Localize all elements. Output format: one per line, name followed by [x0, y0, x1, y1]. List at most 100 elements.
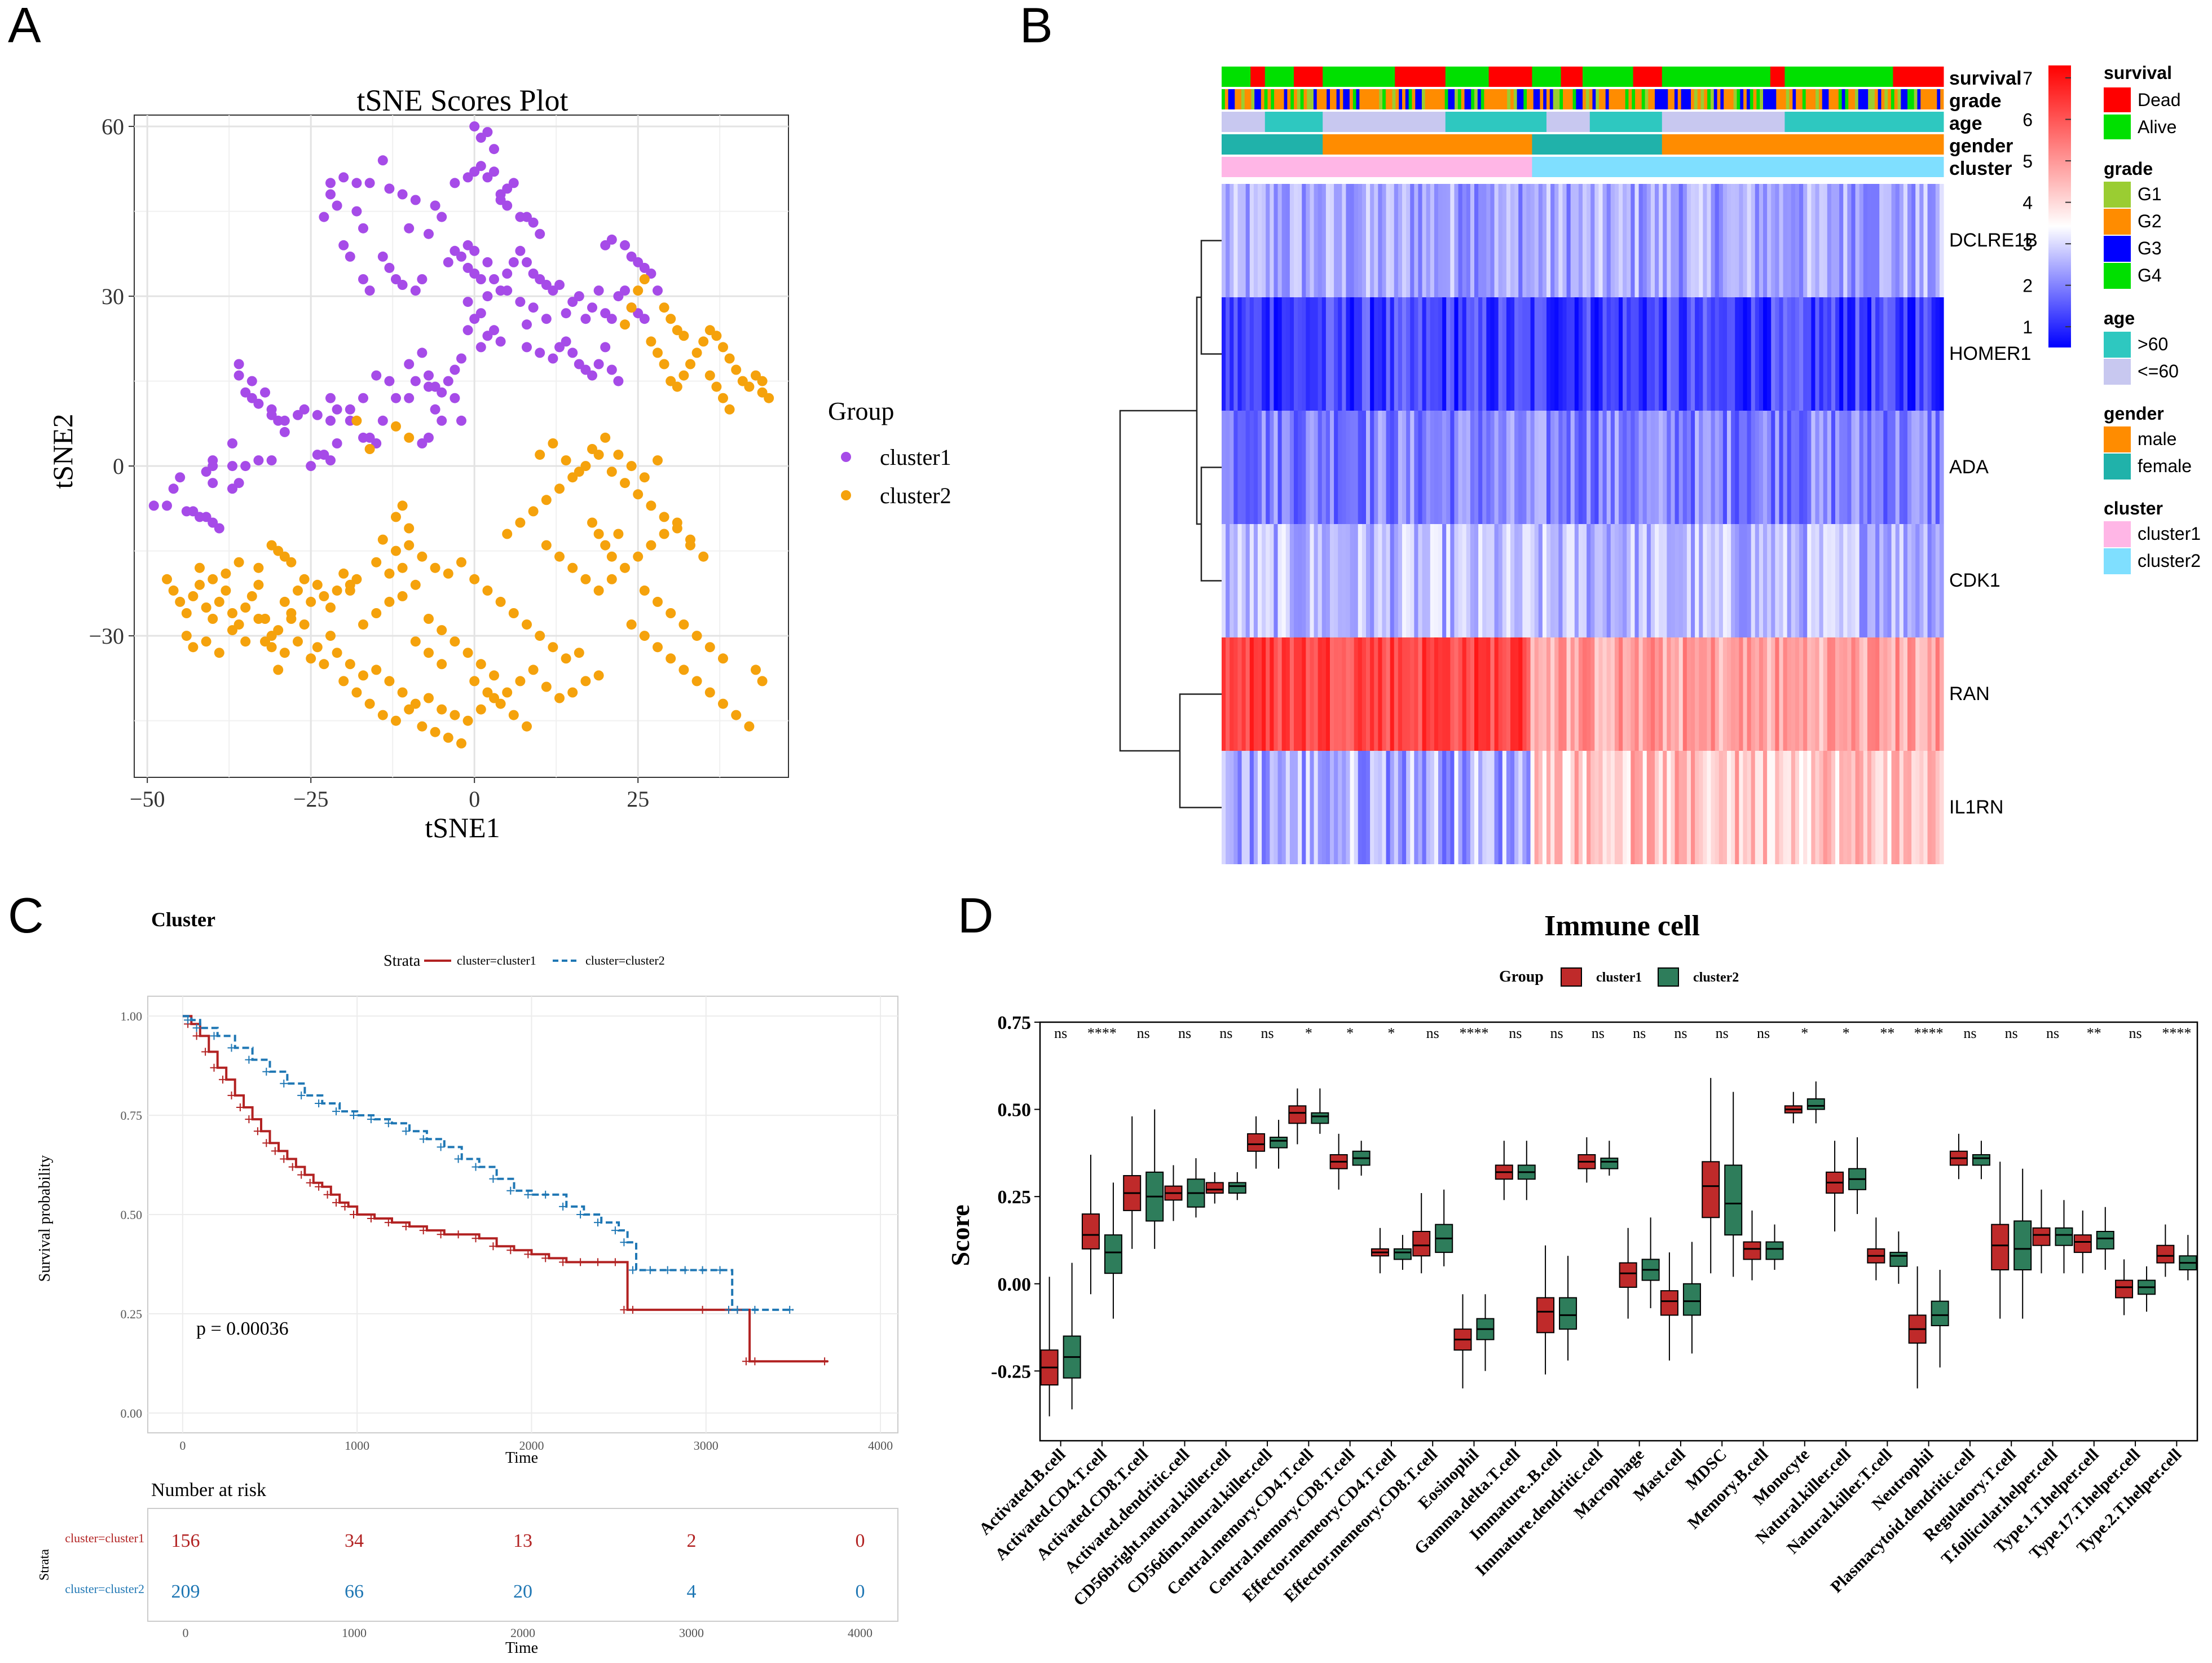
heat-cell-r0-c35: [1361, 184, 1367, 297]
heat-cell-r0-c17: [1289, 184, 1294, 297]
tsne-point-cluster1-184: [653, 285, 663, 296]
heat-cell-r4-c15: [1281, 637, 1286, 751]
heat-cell-r3-c123: [1715, 524, 1720, 637]
heat-cell-r3-c29: [1338, 524, 1342, 637]
heat-cell-r5-c173: [1915, 751, 1920, 864]
km-censor-cluster=cluster2-2: [192, 1024, 201, 1032]
tsne-point-cluster2-220: [469, 676, 480, 687]
heat-cell-r2-c92: [1590, 411, 1595, 524]
heat-cell-r0-c36: [1366, 184, 1371, 297]
heat-cell-r1-c137: [1771, 297, 1775, 411]
heat-cell-r5-c43: [1394, 751, 1399, 864]
tsne-point-cluster2-156: [704, 642, 715, 653]
heat-cell-r1-c45: [1402, 297, 1407, 411]
heat-cell-r4-c55: [1442, 637, 1447, 751]
heat-cell-r0-c127: [1731, 184, 1735, 297]
km-censor-cluster=cluster2-23: [559, 1202, 567, 1211]
heat-cell-r2-c144: [1799, 411, 1804, 524]
track-grade-seg-89: [1513, 89, 1518, 109]
heat-cell-r4-c112: [1671, 637, 1676, 751]
tsne-point-cluster2-199: [678, 331, 689, 341]
tsne-point-cluster1-99: [475, 161, 486, 171]
heat-cell-r0-c54: [1438, 184, 1443, 297]
heat-cell-r3-c157: [1851, 524, 1856, 637]
tsne-point-cluster2-114: [541, 495, 552, 505]
heat-cell-r5-c175: [1923, 751, 1928, 864]
heat-cell-r0-c83: [1554, 184, 1559, 297]
heat-cell-r5-c146: [1807, 751, 1812, 864]
heat-cell-r2-c34: [1358, 411, 1363, 524]
track-grade-seg-144: [1694, 89, 1698, 109]
immune-signif-10: ****: [1460, 1025, 1489, 1041]
heat-cell-r2-c9: [1258, 411, 1262, 524]
risk-c2-t0: 209: [171, 1581, 200, 1602]
heat-cell-r5-c130: [1743, 751, 1748, 864]
heat-cell-r5-c169: [1899, 751, 1904, 864]
tsne-point-cluster2-18: [279, 596, 290, 607]
heat-cell-r4-c90: [1583, 637, 1587, 751]
track-grade-seg-172: [1786, 89, 1790, 109]
track-grade-seg-165: [1763, 89, 1767, 109]
immune-ytick-label-3: 0.50: [998, 1100, 1032, 1121]
heat-cell-r1-c63: [1474, 297, 1479, 411]
tsne-point-cluster2-60: [450, 710, 460, 720]
heat-cell-r3-c112: [1671, 524, 1676, 637]
heat-cell-r2-c38: [1374, 411, 1378, 524]
heat-cell-r4-c84: [1558, 637, 1563, 751]
heat-cell-r4-c37: [1370, 637, 1374, 751]
heat-cell-r1-c122: [1711, 297, 1716, 411]
heat-cell-r1-c158: [1855, 297, 1860, 411]
heat-cell-r2-c78: [1534, 411, 1539, 524]
heat-cell-r2-c102: [1631, 411, 1636, 524]
risk-c1-t4000: 0: [856, 1530, 865, 1551]
track-grade-seg-193: [1854, 89, 1859, 109]
track-grade-seg-169: [1776, 89, 1780, 109]
tsne-point-cluster1-94: [430, 200, 440, 211]
heat-cell-r0-c155: [1843, 184, 1848, 297]
heat-cell-r5-c25: [1321, 751, 1327, 864]
track-grade-seg-166: [1766, 89, 1770, 109]
immune-signif-16: ns: [1716, 1025, 1729, 1041]
heat-cell-r1-c83: [1554, 297, 1559, 411]
tsne-point-cluster1-127: [561, 308, 571, 319]
heat-cell-r1-c71: [1506, 297, 1511, 411]
heat-cell-r5-c142: [1791, 751, 1796, 864]
heat-cell-r0-c57: [1450, 184, 1455, 297]
tsne-point-cluster2-194: [718, 393, 728, 403]
heat-cell-r3-c58: [1454, 524, 1459, 637]
heat-cell-r4-c71: [1506, 637, 1511, 751]
tsne-point-cluster2-165: [626, 461, 637, 472]
heat-cell-r0-c168: [1895, 184, 1900, 297]
heat-cell-r3-c7: [1249, 524, 1254, 637]
track-grade-seg-22: [1294, 89, 1298, 109]
km-censor-cluster=cluster1-36: [620, 1305, 628, 1314]
heat-cell-r0-c59: [1458, 184, 1463, 297]
track-grade-seg-71: [1455, 89, 1458, 109]
tsne-point-cluster2-167: [653, 455, 663, 466]
tsne-point-cluster1-53: [424, 432, 434, 443]
track-grade-seg-67: [1441, 89, 1446, 109]
track-grade-seg-72: [1457, 89, 1462, 109]
heat-cell-r2-c6: [1245, 411, 1250, 524]
heat-cell-r5-c38: [1374, 751, 1378, 864]
heat-cell-r0-c65: [1482, 184, 1487, 297]
heat-cell-r3-c46: [1406, 524, 1411, 637]
track-grade-seg-187: [1835, 89, 1839, 109]
heat-cell-r2-c4: [1237, 411, 1242, 524]
heat-cell-r1-c165: [1883, 297, 1888, 411]
tsne-point-cluster2-40: [188, 642, 199, 653]
tsne-point-cluster1-65: [456, 353, 466, 364]
immune-signif-15: ns: [1674, 1025, 1687, 1041]
track-grade-seg-174: [1792, 89, 1796, 109]
heat-cell-r5-c103: [1634, 751, 1640, 864]
heat-cell-r1-c57: [1450, 297, 1455, 411]
heat-cell-r4-c124: [1719, 637, 1724, 751]
track-grade-seg-74: [1464, 89, 1468, 109]
heat-cell-r1-c164: [1879, 297, 1884, 411]
heat-cell-r2-c137: [1771, 411, 1775, 524]
tsne-point-cluster1-159: [593, 359, 604, 369]
heat-cell-r2-c59: [1458, 411, 1463, 524]
heat-cell-r5-c58: [1454, 751, 1459, 864]
heat-cell-r1-c67: [1490, 297, 1495, 411]
tsne-ytick-label-0: −30: [89, 623, 124, 649]
